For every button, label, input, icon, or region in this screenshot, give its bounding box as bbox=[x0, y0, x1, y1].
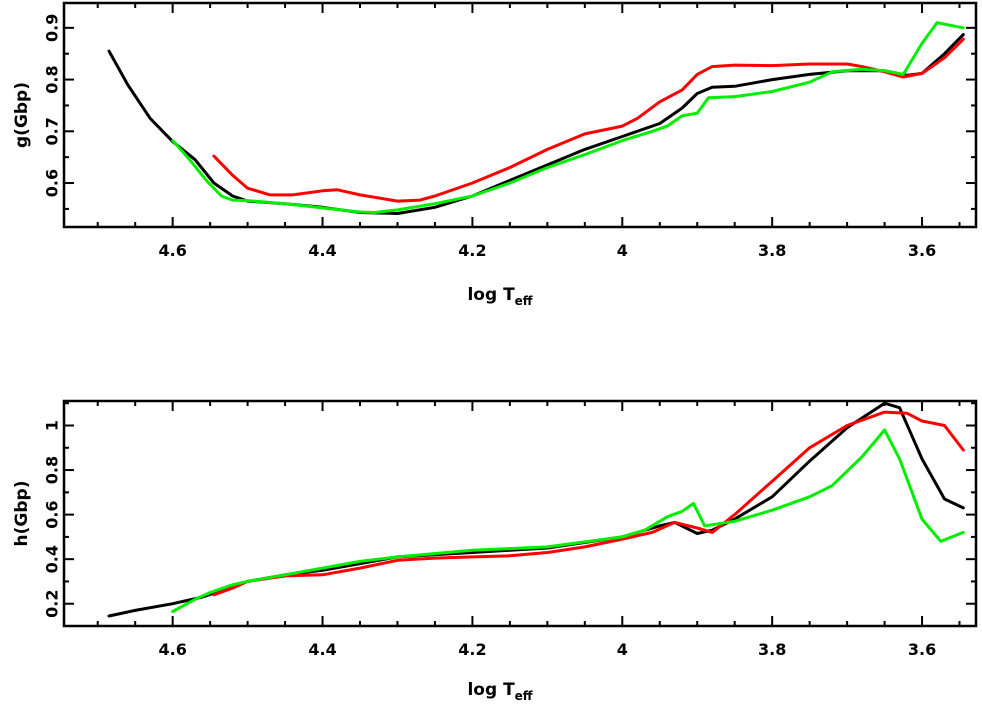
x-axis-title-subscript: eff bbox=[515, 689, 533, 703]
black-curve bbox=[107, 33, 965, 215]
y-tick-label: 0.4 bbox=[43, 545, 62, 573]
y-tick-label: 0.7 bbox=[43, 117, 62, 145]
x-tick-label: 4.4 bbox=[308, 640, 336, 659]
plot-frame bbox=[62, 1, 978, 229]
red-curve bbox=[212, 410, 965, 597]
y-tick-label: 0.8 bbox=[43, 456, 62, 484]
g-gbp-panel: 4.6 4.4 4.2 4 3.8 3.6 0.6 0.7 0.8 0.9 log Teff g(Gb… bbox=[12, 1, 978, 308]
y-axis-title: h(Gbp) bbox=[12, 481, 32, 547]
y-tick-label: 0.2 bbox=[43, 590, 62, 618]
x-tick-label: 3.6 bbox=[908, 640, 936, 659]
y-tick-label: 0.6 bbox=[43, 500, 62, 528]
x-axis-title-subscript: eff bbox=[515, 294, 533, 308]
x-axis-title-main: log T bbox=[467, 680, 515, 700]
x-tick-label: 4 bbox=[617, 241, 628, 260]
plot-frame bbox=[62, 399, 978, 628]
x-tick-label: 4 bbox=[617, 640, 628, 659]
y-axis-title: g(Gbp) bbox=[12, 82, 32, 148]
y-tick-label: 0.9 bbox=[43, 14, 62, 42]
x-tick-label: 4.6 bbox=[158, 640, 186, 659]
x-axis-title-main: log T bbox=[467, 285, 515, 305]
x-tick-label: 4.6 bbox=[158, 241, 186, 260]
y-tick-label: 0.8 bbox=[43, 65, 62, 93]
x-tick-label: 3.8 bbox=[758, 241, 786, 260]
y-tick-label: 1 bbox=[43, 420, 62, 431]
x-axis-title: log Teff bbox=[467, 285, 532, 308]
x-axis-title: log Teff bbox=[467, 680, 532, 703]
x-tick-label: 4.2 bbox=[458, 640, 486, 659]
x-tick-label: 3.8 bbox=[758, 640, 786, 659]
x-tick-label: 4.2 bbox=[458, 241, 486, 260]
red-curve bbox=[212, 37, 965, 203]
h-gbp-panel: 4.6 4.4 4.2 4 3.8 3.6 0.2 0.4 0.6 0.8 1 log Teff h(G… bbox=[12, 399, 978, 703]
green-curve bbox=[171, 428, 965, 613]
y-tick-label: 0.6 bbox=[43, 169, 62, 197]
x-tick-label: 3.6 bbox=[908, 241, 936, 260]
x-tick-label: 4.4 bbox=[308, 241, 336, 260]
green-curve bbox=[171, 21, 965, 214]
